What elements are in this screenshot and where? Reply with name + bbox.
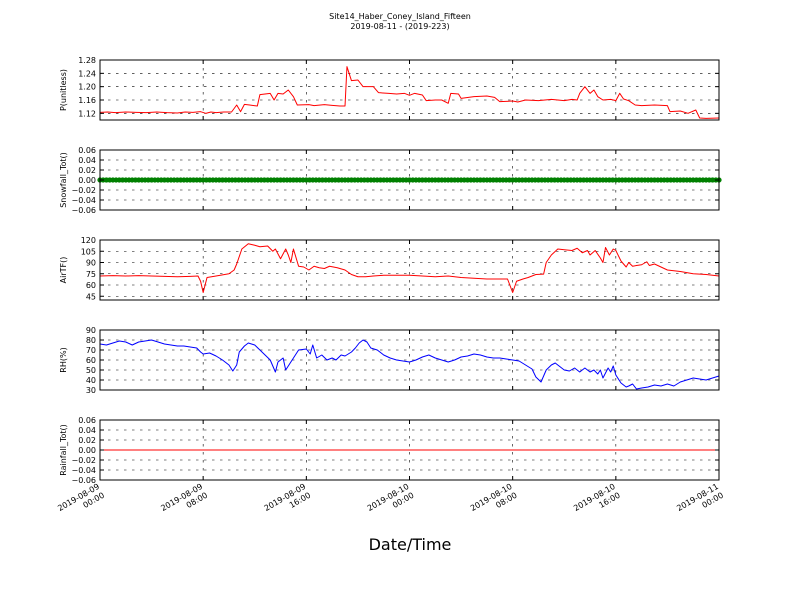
y-tick-label: −0.02 bbox=[71, 186, 96, 195]
y-tick-label: 0.04 bbox=[78, 426, 96, 435]
y-tick-label: 40 bbox=[86, 376, 96, 385]
series-markers bbox=[97, 177, 722, 183]
y-tick-label: 60 bbox=[86, 281, 96, 290]
y-tick-label: 0.00 bbox=[78, 446, 96, 455]
y-tick-label: −0.02 bbox=[71, 456, 96, 465]
y-tick-label: 0.00 bbox=[78, 176, 96, 185]
panel-1: 1.12 1.16 1.20 1.24 1.28 P(unitless) bbox=[59, 56, 720, 121]
y-tick-label: 90 bbox=[86, 326, 96, 335]
panel-2: −0.06−0.04−0.020.000.020.040.06 Snowfall_… bbox=[59, 146, 722, 215]
y-tick-label: 1.28 bbox=[78, 56, 96, 65]
y-tick-label: 1.16 bbox=[78, 96, 96, 105]
y-tick-label: −0.06 bbox=[71, 206, 96, 215]
panel-3: 45 60 75 90 105 120 AirTF() bbox=[59, 236, 720, 301]
x-axis-label: Date/Time bbox=[369, 535, 452, 554]
y-tick-label: −0.04 bbox=[71, 196, 96, 205]
series-line bbox=[99, 66, 720, 119]
y-tick-label: 1.24 bbox=[78, 69, 96, 78]
y-tick-label: 45 bbox=[86, 292, 96, 301]
y-axis-label: P(unitless) bbox=[59, 69, 68, 111]
series-line bbox=[99, 243, 720, 293]
y-tick-label: 0.02 bbox=[78, 436, 96, 445]
y-tick-label: 30 bbox=[86, 386, 96, 395]
y-tick-label: 75 bbox=[86, 270, 96, 279]
y-tick-label: 0.04 bbox=[78, 156, 96, 165]
y-tick-label: 1.12 bbox=[78, 109, 96, 118]
y-tick-label: 105 bbox=[81, 247, 96, 256]
y-tick-label: 70 bbox=[86, 346, 96, 355]
y-tick-label: 60 bbox=[86, 356, 96, 365]
figure-title-line1: Site14_Haber_Coney_Island_Fifteen bbox=[329, 12, 471, 21]
y-tick-label: −0.04 bbox=[71, 466, 96, 475]
figure-title-line2: 2019-08-11 - (2019-223) bbox=[350, 22, 449, 31]
y-tick-label: −0.06 bbox=[71, 476, 96, 485]
panel-5: −0.06−0.04−0.020.000.020.040.06 Rainfall_… bbox=[59, 416, 720, 485]
y-tick-label: 0.06 bbox=[78, 416, 96, 425]
series-line bbox=[99, 339, 720, 390]
y-tick-label: 50 bbox=[86, 366, 96, 375]
y-axis-label: RH(%) bbox=[59, 347, 68, 372]
y-tick-label: 0.02 bbox=[78, 166, 96, 175]
y-axis-label: Snowfall_Tot() bbox=[59, 152, 68, 208]
y-tick-label: 120 bbox=[81, 236, 96, 245]
y-axis-label: Rainfall_Tot() bbox=[59, 424, 68, 476]
y-tick-label: 1.20 bbox=[78, 83, 96, 92]
y-tick-label: 90 bbox=[86, 259, 96, 268]
chart-panels: 1.121.161.201.241.28P(unitless)−0.06−0.0… bbox=[59, 56, 722, 485]
y-tick-label: 80 bbox=[86, 336, 96, 345]
y-axis-label: AirTF() bbox=[59, 257, 68, 284]
y-tick-label: 0.06 bbox=[78, 146, 96, 155]
